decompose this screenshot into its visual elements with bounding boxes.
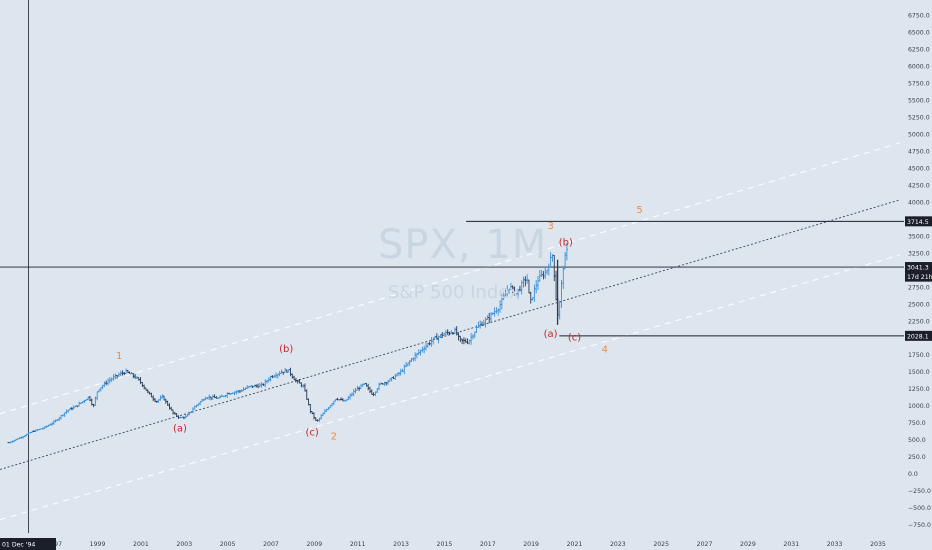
x-tick-label: 2005 [220,541,236,548]
x-tick-label: 2021 [567,541,583,548]
y-tick-label: 4250.0 [908,182,930,189]
horizontal-levels [466,220,904,337]
y-tick-label: 250.0 [908,454,926,461]
y-tick-label: 1250.0 [908,386,930,393]
wave-label-0[interactable]: 1 [116,351,122,362]
wave-label-10[interactable]: 5 [636,205,642,216]
y-tick-label: 2250.0 [908,318,930,325]
y-tick-label: 2750.0 [908,284,930,291]
x-tick-label: 2007 [263,541,279,548]
y-tick-label: 1000.0 [908,403,930,410]
y-tick-label: 4750.0 [908,149,930,156]
y-tick-label: 500.0 [908,437,926,444]
y-tick-label: −750.0 [908,522,931,529]
y-tick-label: 4000.0 [908,199,930,206]
wave-label-4[interactable]: 2 [331,432,337,443]
y-tick-label: 3500.0 [908,233,930,240]
y-tick-label: 6250.0 [908,47,930,54]
svg-text:17d 21h: 17d 21h [907,274,932,281]
y-tick-label: 3250.0 [908,250,930,257]
axis-marker-label-1: 17d 21h [905,271,932,282]
x-tick-label: 2011 [350,541,366,548]
level-price-label-0: 3714.5 [905,216,932,227]
wave-label-1[interactable]: (a) [173,423,187,434]
y-tick-label: −250.0 [908,488,931,495]
x-tick-label: 2035 [870,541,886,548]
wave-label-7[interactable]: (a) [544,329,558,340]
y-tick-label: 6000.0 [908,64,930,71]
wave-label-2[interactable]: (b) [279,344,293,355]
x-tick-label: 1999 [90,541,106,548]
svg-text:01 Dec '94: 01 Dec '94 [2,542,35,549]
y-tick-label: 1500.0 [908,369,930,376]
x-tick-label: 2033 [827,541,843,548]
wave-label-9[interactable]: 4 [602,345,608,356]
y-tick-label: 4500.0 [908,165,930,172]
wave-label-5[interactable]: 3 [547,221,553,232]
svg-text:3714.5: 3714.5 [907,219,929,226]
y-tick-label: 5500.0 [908,98,930,105]
x-tick-label: 2023 [610,541,626,548]
y-tick-label: 6500.0 [908,30,930,37]
y-tick-label: 5750.0 [908,81,930,88]
x-tick-label: 2001 [133,541,149,548]
y-tick-label: 1750.0 [908,352,930,359]
time-axis[interactable]: 1997199920012003200520072009201120132015… [0,538,886,550]
y-tick-label: 5250.0 [908,115,930,122]
axis-marker-label-0: 3041.3 [905,262,932,273]
y-tick-label: 5000.0 [908,132,930,139]
price-axis[interactable]: 6750.0 6500.0 6250.0 6000.0 5750.0 5500.0 5250… [905,13,932,529]
y-tick-label: 2500.0 [908,301,930,308]
x-tick-label: 2031 [783,541,799,548]
y-tick-label: −500.0 [908,505,931,512]
wave-label-6[interactable]: (b) [559,237,573,248]
x-tick-label: 2019 [523,541,539,548]
wave-labels: 1 (a) (b) (c) 2 3 (b) (a) (c) 4 5 [116,205,643,443]
x-tick-label: 2015 [437,541,453,548]
x-tick-label: 2003 [176,541,192,548]
y-tick-label: 750.0 [908,420,926,427]
wave-label-3[interactable]: (c) [306,428,319,439]
y-tick-label: 0.0 [908,471,918,478]
y-tick-label: 6750.0 [908,13,930,20]
x-tick-label: 2029 [740,541,756,548]
svg-text:2028.1: 2028.1 [907,333,929,340]
channel-line-2[interactable] [0,254,900,521]
price-bar [565,243,569,261]
x-tick-label: 2025 [653,541,669,548]
x-tick-label: 2013 [393,541,409,548]
crosshair [0,0,904,533]
x-tick-label: 2027 [697,541,713,548]
channel-line-0[interactable] [0,142,900,415]
x-tick-label: 2009 [306,541,322,548]
level-price-label-1: 2028.1 [905,330,932,341]
crosshair-date-label: 01 Dec '94 [0,538,56,550]
price-bars [7,243,569,444]
x-tick-label: 2017 [480,541,496,548]
svg-text:3041.3: 3041.3 [907,265,929,272]
wave-label-8[interactable]: (c) [568,332,581,343]
